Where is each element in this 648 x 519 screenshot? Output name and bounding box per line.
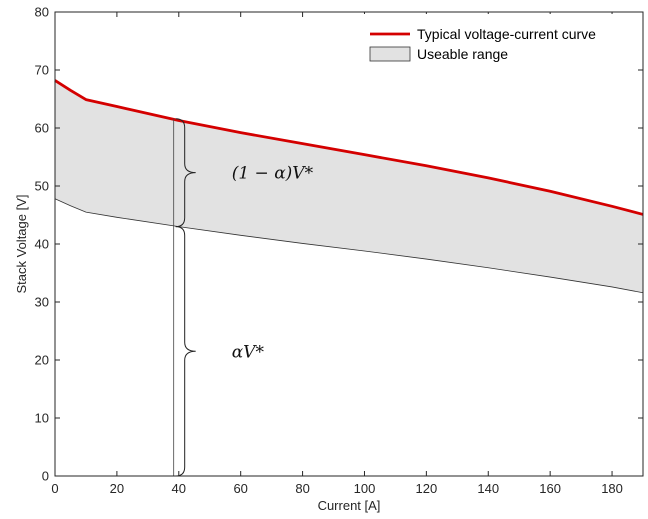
curve-layer [54,79,644,216]
x-axis-label: Current [A] [318,498,381,513]
y-tick-label: 60 [35,121,49,136]
series-line-curve [54,79,644,216]
x-tick-label: 20 [110,481,124,496]
x-tick-label: 140 [477,481,499,496]
x-tick-label: 40 [172,481,186,496]
y-tick-label: 50 [35,179,49,194]
legend: Typical voltage-current curve Useable ra… [360,14,640,66]
x-tick-label: 60 [233,481,247,496]
x-tick-label: 160 [539,481,561,496]
legend-swatch-range [369,46,411,62]
x-tick-label: 80 [295,481,309,496]
axis-layer: 0 20 40 60 80 100 120 140 160 180 0 10 20 30 40 50 60 70 8… [35,5,643,496]
y-tick-label: 80 [35,5,49,20]
useable-range-area [55,80,643,293]
legend-label-range: Useable range [417,46,508,62]
y-tick-label: 70 [35,63,49,78]
x-tick-label: 0 [51,481,58,496]
x-tick-label: 120 [416,481,438,496]
legend-label-curve: Typical voltage-current curve [417,26,596,42]
y-tick-label: 20 [35,353,49,368]
x-tick-label: 100 [354,481,376,496]
annotation-upper-label: (1 − α)V* [232,164,314,184]
y-tick-label: 0 [42,469,49,484]
annotation-lower-label: αV* [232,342,265,362]
useable-range-lower-edge [54,198,644,294]
useable-range-layer [54,80,644,294]
y-tick-label: 30 [35,295,49,310]
y-tick-label: 40 [35,237,49,252]
y-axis-label: Stack Voltage [V] [14,194,29,293]
y-tick-label: 10 [35,411,49,426]
x-tick-label: 180 [601,481,623,496]
